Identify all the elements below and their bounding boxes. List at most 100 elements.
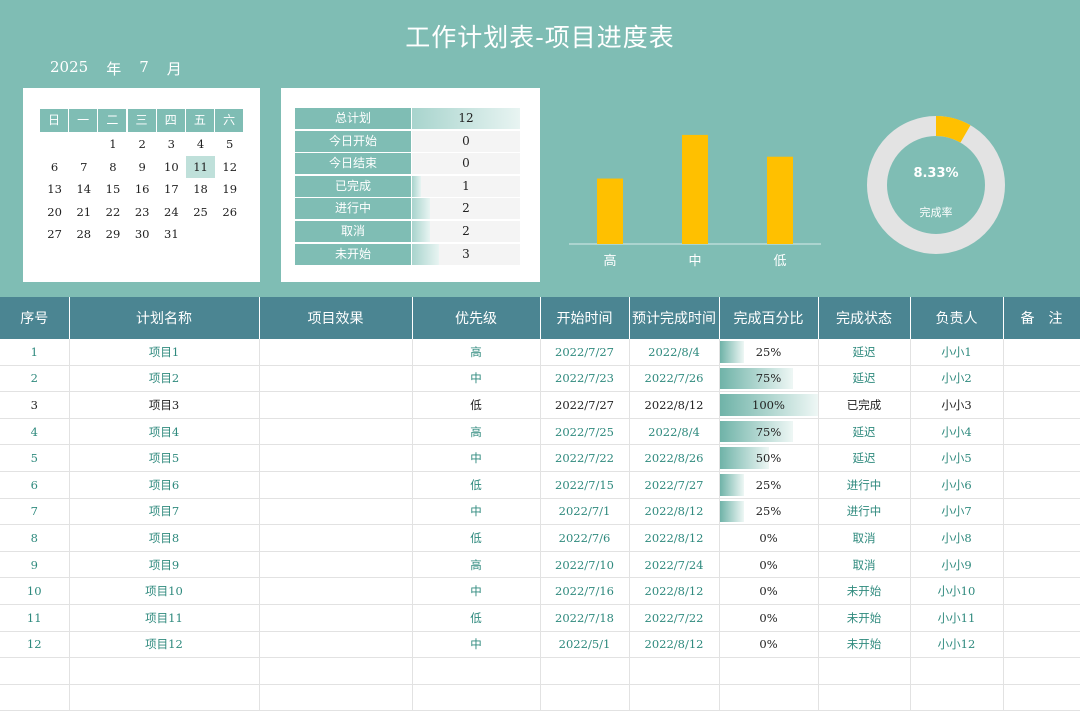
cell-status[interactable]: 取消 (818, 551, 911, 579)
calendar-day[interactable]: 29 (105, 227, 121, 241)
cell-percent[interactable]: 50% (719, 444, 819, 472)
calendar-day[interactable]: 20 (47, 204, 62, 219)
calendar-day[interactable]: 15 (105, 182, 121, 196)
cell-due-date[interactable]: 2022/7/24 (629, 551, 720, 579)
table-row[interactable]: 9 项目9 高 2022/7/10 2022/7/24 0% 取消 小小9 (0, 551, 1080, 579)
calendar-day[interactable]: 14 (76, 182, 92, 196)
cell-due-date[interactable]: 2022/7/22 (629, 604, 720, 632)
empty-cell[interactable] (719, 657, 819, 685)
cell-percent[interactable]: 75% (719, 365, 819, 393)
empty-cell[interactable] (818, 657, 911, 685)
cell-start-date[interactable]: 2022/5/1 (540, 631, 630, 659)
cell-plan-name[interactable]: 项目8 (69, 524, 260, 552)
cell-status[interactable]: 进行中 (818, 471, 911, 499)
cell-percent[interactable]: 0% (719, 524, 819, 552)
year-value[interactable]: 2025 (50, 58, 89, 76)
empty-cell[interactable] (1003, 684, 1080, 711)
calendar-day[interactable]: 21 (76, 204, 92, 219)
empty-cell[interactable] (629, 657, 720, 685)
empty-cell[interactable] (540, 657, 630, 685)
cell-percent[interactable]: 0% (719, 631, 819, 659)
table-row[interactable]: 12 项目12 中 2022/5/1 2022/8/12 0% 未开始 小小12 (0, 631, 1080, 659)
cell-start-date[interactable]: 2022/7/25 (540, 418, 630, 446)
cell-note[interactable] (1003, 391, 1080, 419)
cell-start-date[interactable]: 2022/7/22 (540, 444, 630, 472)
cell-priority[interactable]: 中 (412, 577, 541, 605)
empty-cell[interactable] (69, 657, 260, 685)
column-header[interactable]: 完成状态 (818, 297, 911, 339)
table-row[interactable]: 11 项目11 低 2022/7/18 2022/7/22 0% 未开始 小小11 (0, 604, 1080, 632)
cell-note[interactable] (1003, 498, 1080, 526)
cell-index[interactable]: 10 (0, 577, 70, 605)
column-header[interactable]: 负责人 (910, 297, 1004, 339)
cell-effect[interactable] (259, 524, 413, 552)
cell-priority[interactable]: 中 (412, 498, 541, 526)
cell-owner[interactable]: 小小2 (910, 365, 1004, 393)
cell-index[interactable]: 11 (0, 604, 70, 632)
empty-cell[interactable] (259, 657, 413, 685)
cell-effect[interactable] (259, 339, 413, 366)
column-header[interactable]: 完成百分比 (719, 297, 819, 339)
cell-due-date[interactable]: 2022/8/26 (629, 444, 720, 472)
cell-note[interactable] (1003, 339, 1080, 366)
column-header[interactable]: 优先级 (412, 297, 541, 339)
cell-priority[interactable]: 高 (412, 418, 541, 446)
cell-start-date[interactable]: 2022/7/23 (540, 365, 630, 393)
calendar-day[interactable]: 4 (196, 137, 205, 151)
column-header[interactable]: 项目效果 (259, 297, 413, 339)
cell-effect[interactable] (259, 631, 413, 659)
cell-owner[interactable]: 小小8 (910, 524, 1004, 552)
cell-start-date[interactable]: 2022/7/27 (540, 391, 630, 419)
cell-owner[interactable]: 小小6 (910, 471, 1004, 499)
cell-due-date[interactable]: 2022/8/12 (629, 391, 720, 419)
cell-owner[interactable]: 小小5 (910, 444, 1004, 472)
cell-start-date[interactable]: 2022/7/18 (540, 604, 630, 632)
calendar-day[interactable]: 28 (76, 227, 92, 241)
cell-start-date[interactable]: 2022/7/15 (540, 471, 630, 499)
empty-cell[interactable] (259, 684, 413, 711)
cell-owner[interactable]: 小小9 (910, 551, 1004, 579)
cell-plan-name[interactable]: 项目1 (69, 339, 260, 366)
column-header[interactable]: 预计完成时间 (629, 297, 720, 339)
calendar-day[interactable]: 11 (185, 155, 216, 178)
cell-effect[interactable] (259, 444, 413, 472)
calendar-day[interactable]: 23 (134, 204, 150, 219)
cell-status[interactable]: 已完成 (818, 391, 911, 419)
cell-start-date[interactable]: 2022/7/27 (540, 339, 630, 366)
cell-note[interactable] (1003, 418, 1080, 446)
calendar-day[interactable]: 18 (193, 182, 208, 196)
cell-plan-name[interactable]: 项目9 (69, 551, 260, 579)
calendar-day[interactable]: 24 (164, 204, 179, 219)
calendar-day[interactable]: 27 (47, 227, 62, 241)
calendar-day[interactable]: 5 (226, 137, 234, 151)
cell-index[interactable]: 12 (0, 631, 70, 659)
column-header[interactable]: 序号 (0, 297, 70, 339)
calendar-day[interactable]: 19 (222, 182, 238, 196)
table-row[interactable]: 1 项目1 高 2022/7/27 2022/8/4 25% 延迟 小小1 (0, 339, 1080, 366)
cell-due-date[interactable]: 2022/8/12 (629, 524, 720, 552)
table-row[interactable]: 5 项目5 中 2022/7/22 2022/8/26 50% 延迟 小小5 (0, 444, 1080, 472)
calendar-day[interactable]: 25 (193, 204, 208, 219)
cell-start-date[interactable]: 2022/7/6 (540, 524, 630, 552)
calendar-day[interactable]: 9 (138, 159, 146, 174)
cell-effect[interactable] (259, 551, 413, 579)
calendar-day[interactable]: 16 (134, 182, 150, 196)
cell-priority[interactable]: 低 (412, 391, 541, 419)
cell-note[interactable] (1003, 444, 1080, 472)
calendar-day[interactable]: 26 (222, 204, 238, 219)
cell-plan-name[interactable]: 项目2 (69, 365, 260, 393)
cell-start-date[interactable]: 2022/7/10 (540, 551, 630, 579)
cell-index[interactable]: 1 (0, 339, 70, 366)
calendar-day[interactable]: 10 (164, 159, 179, 174)
cell-owner[interactable]: 小小4 (910, 418, 1004, 446)
cell-percent[interactable]: 0% (719, 604, 819, 632)
cell-status[interactable]: 延迟 (818, 339, 911, 366)
cell-effect[interactable] (259, 365, 413, 393)
calendar-day[interactable]: 13 (47, 182, 62, 196)
cell-status[interactable]: 取消 (818, 524, 911, 552)
cell-priority[interactable]: 中 (412, 631, 541, 659)
empty-cell[interactable] (910, 657, 1004, 685)
cell-index[interactable]: 9 (0, 551, 70, 579)
cell-plan-name[interactable]: 项目6 (69, 471, 260, 499)
cell-effect[interactable] (259, 391, 413, 419)
